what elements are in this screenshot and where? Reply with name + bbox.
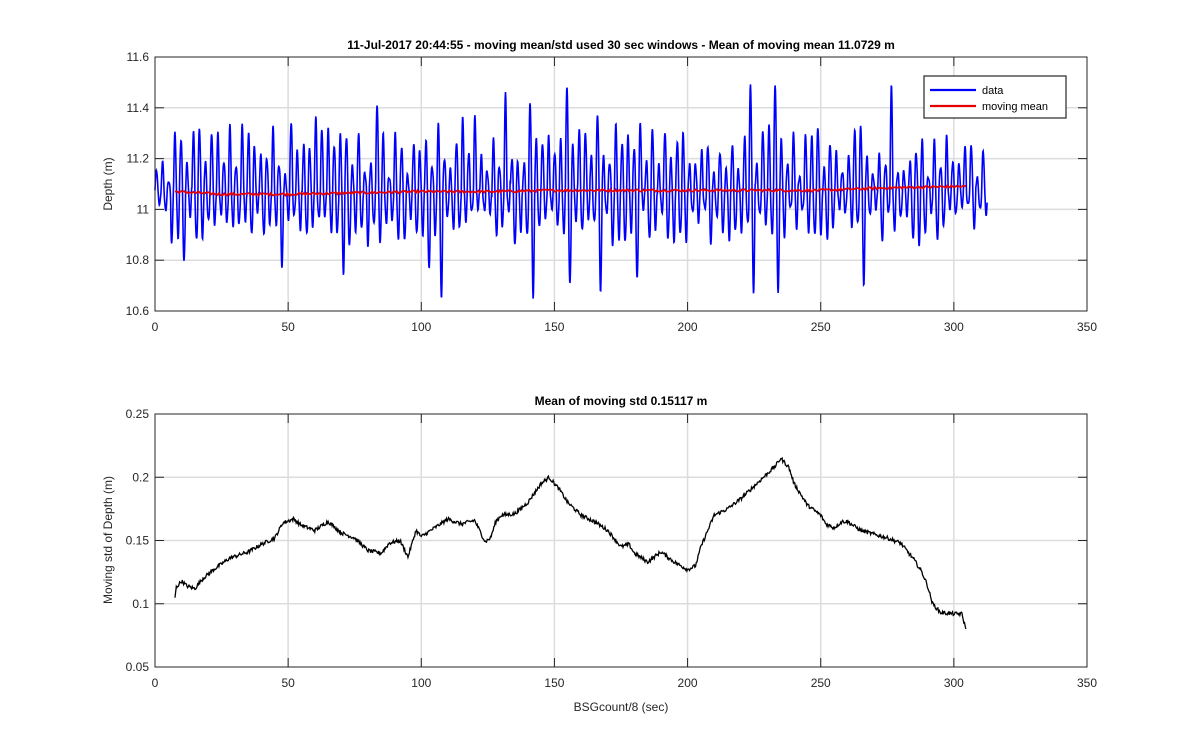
moving-std-series-line	[174, 456, 967, 630]
bottom-x-tick-label: 250	[811, 676, 831, 690]
data-series-line	[154, 84, 988, 299]
top-x-tick-label: 350	[1077, 320, 1097, 334]
top-chart-title: 11-Jul-2017 20:44:55 - moving mean/std u…	[347, 38, 895, 52]
bottom-y-tick-label: 0.15	[126, 534, 150, 548]
legend-data-label: data	[982, 85, 1004, 97]
bottom-y-tick-label: 0.05	[126, 660, 150, 674]
top-axes-box	[154, 56, 1088, 312]
top-x-tick-label: 100	[411, 320, 431, 334]
bottom-x-tick-label: 300	[944, 676, 964, 690]
bottom-y-axis-label: Moving std of Depth (m)	[101, 476, 115, 604]
top-y-axis-label: Depth (m)	[101, 157, 115, 210]
moving-std-subplot: Mean of moving std 0.15117 m Moving std …	[101, 394, 1097, 714]
top-x-tick-label: 250	[811, 320, 831, 334]
top-x-tick-label: 150	[544, 320, 564, 334]
top-y-tick-label: 11	[137, 202, 150, 216]
bottom-x-tick-label: 0	[152, 676, 159, 690]
bottom-x-tick-label: 100	[411, 676, 431, 690]
legend-box	[923, 75, 1067, 119]
bottom-y-tick-label: 0.25	[126, 407, 150, 421]
top-x-tick-label: 50	[281, 320, 295, 334]
moving-mean-series-line	[174, 184, 967, 197]
top-x-tick-label: 0	[152, 320, 159, 334]
top-y-tick-label: 10.8	[126, 253, 150, 267]
top-y-tick-label: 11.2	[127, 152, 150, 166]
bottom-x-tick-label: 150	[544, 676, 564, 690]
bottom-chart-title: Mean of moving std 0.15117 m	[535, 394, 708, 408]
top-y-tick-label: 11.4	[127, 101, 150, 115]
top-y-tick-label: 11.6	[127, 50, 150, 64]
bottom-y-tick-label: 0.2	[132, 470, 149, 484]
bottom-x-axis-label: BSGcount/8 (sec)	[574, 700, 669, 714]
top-x-tick-label: 300	[944, 320, 964, 334]
legend: data moving mean	[923, 75, 1067, 119]
legend-moving-mean-label: moving mean	[982, 101, 1048, 113]
bottom-x-tick-label: 200	[678, 676, 698, 690]
bottom-x-tick-label: 50	[281, 676, 295, 690]
bottom-y-tick-label: 0.1	[132, 597, 149, 611]
top-x-tick-label: 200	[678, 320, 698, 334]
top-y-tick-label: 10.6	[126, 304, 150, 318]
bottom-x-tick-label: 350	[1077, 676, 1097, 690]
